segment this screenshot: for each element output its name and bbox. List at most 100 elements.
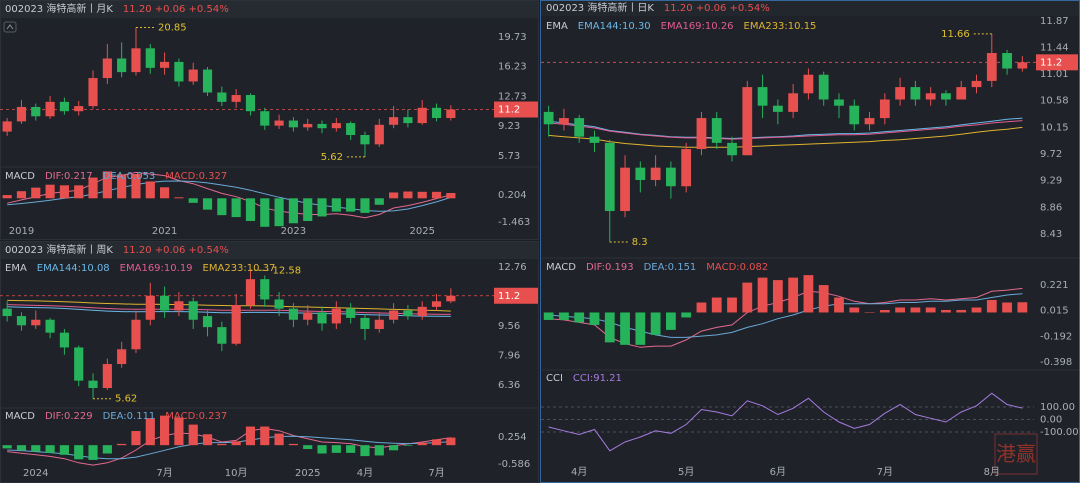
candle-body: [543, 111, 554, 125]
candle-body: [374, 124, 384, 145]
candle-body: [446, 295, 456, 302]
quote: 11.20 +0.06 +0.54%: [123, 4, 229, 15]
candle-body: [956, 87, 967, 100]
candle-body: [559, 118, 569, 125]
x-tick-label: 5月: [678, 466, 694, 478]
y-tick-label: 19.73: [498, 32, 527, 43]
candle-body: [231, 304, 241, 344]
candle-body: [895, 87, 905, 100]
histogram-bar: [910, 307, 921, 313]
candle-body: [117, 58, 127, 73]
collapse-icon: [6, 24, 14, 30]
legend-entry: MACD: [546, 262, 576, 273]
chart-title: 002023 海特高新丨月K: [5, 2, 113, 15]
legend-entry: CCI: [546, 373, 563, 384]
candle-body: [650, 167, 661, 181]
candle-body: [818, 74, 829, 100]
histogram-bar: [446, 193, 456, 199]
candle-body: [160, 295, 170, 311]
histogram-bar: [274, 198, 284, 227]
candle-body: [360, 317, 370, 329]
candle-body: [202, 316, 213, 328]
x-tick-label: 6月: [770, 466, 786, 478]
histogram-bar: [303, 445, 313, 450]
candle-body: [403, 310, 413, 317]
candle-body: [31, 319, 41, 326]
candle-body: [303, 123, 313, 128]
x-tick-label: 4月: [357, 467, 373, 479]
candle-body: [849, 105, 860, 125]
histogram-bar: [160, 187, 170, 199]
legend-entry: DEA:0.151: [644, 262, 697, 273]
histogram-bar: [274, 433, 284, 446]
histogram-bar: [742, 282, 753, 313]
histogram-bar: [131, 431, 141, 446]
collapse-button[interactable]: [3, 21, 17, 33]
histogram-bar: [559, 312, 569, 320]
legend-entry: DIF:0.217: [45, 171, 93, 182]
histogram-bar: [102, 445, 112, 454]
histogram-bar: [650, 312, 661, 335]
histogram-bar: [711, 297, 722, 313]
candle-body: [403, 117, 413, 124]
histogram-bar: [727, 297, 737, 313]
header-bar: [1, 1, 538, 18]
candle-body: [274, 120, 284, 126]
histogram-bar: [74, 445, 84, 460]
candle-body: [941, 93, 951, 100]
extreme-label: 8.3: [632, 237, 648, 248]
candle-body: [446, 109, 456, 118]
candle-body: [102, 58, 112, 79]
y-tick-label: -0.192: [1040, 331, 1072, 342]
legend-entry: DIF:0.193: [586, 262, 634, 273]
candle-body: [102, 364, 112, 389]
legend-entry: CCI:91.21: [573, 373, 622, 384]
histogram-bar: [45, 184, 55, 199]
y-tick-label: 9.72: [1040, 149, 1062, 160]
y-tick-label: -100.00: [1040, 427, 1079, 438]
candle-body: [864, 118, 875, 125]
histogram-bar: [117, 174, 127, 199]
extreme-label: 5.62: [115, 394, 137, 405]
candle-body: [217, 327, 227, 344]
watermark: 港赢: [996, 442, 1036, 466]
y-tick-label: 12.76: [498, 262, 527, 273]
histogram-bar: [604, 312, 615, 343]
histogram-bar: [1017, 302, 1028, 313]
candle-body: [2, 121, 12, 132]
candle-body: [74, 106, 84, 112]
histogram-bar: [543, 312, 554, 320]
histogram-bar: [374, 198, 384, 205]
x-tick-label: 2025: [409, 226, 434, 237]
candle-body: [88, 78, 98, 107]
legend-entry: DEA:0.111: [103, 411, 156, 422]
histogram-bar: [389, 192, 399, 199]
histogram-bar: [681, 312, 692, 318]
histogram-bar: [403, 191, 413, 199]
candle-body: [389, 117, 399, 125]
candle-body: [245, 279, 256, 305]
candle-body: [260, 111, 270, 126]
header-bar: [541, 1, 1079, 16]
candle-body: [879, 99, 890, 119]
y-tick-label: 12.73: [498, 91, 527, 102]
candle-body: [202, 69, 213, 93]
legend-entry: EMA144:10.30: [578, 21, 651, 32]
candle-body: [757, 87, 768, 106]
chart-title: 002023 海特高新丨日K: [546, 1, 654, 14]
y-tick-label: 0.221: [1040, 280, 1069, 291]
histogram-bar: [31, 445, 41, 452]
monthly-panel: [0, 0, 539, 240]
histogram-bar: [2, 195, 12, 199]
y-tick-label: 10.15: [1040, 122, 1069, 133]
quote: 11.20 +0.06 +0.54%: [664, 3, 770, 14]
ema-line: [7, 304, 451, 315]
candle-body: [317, 123, 327, 129]
histogram-bar: [849, 307, 860, 313]
legend-entry: EMA169:10.26: [661, 21, 734, 32]
candle-body: [834, 99, 844, 106]
histogram-bar: [245, 198, 256, 221]
candle-body: [288, 120, 298, 128]
histogram-bar: [864, 312, 875, 313]
